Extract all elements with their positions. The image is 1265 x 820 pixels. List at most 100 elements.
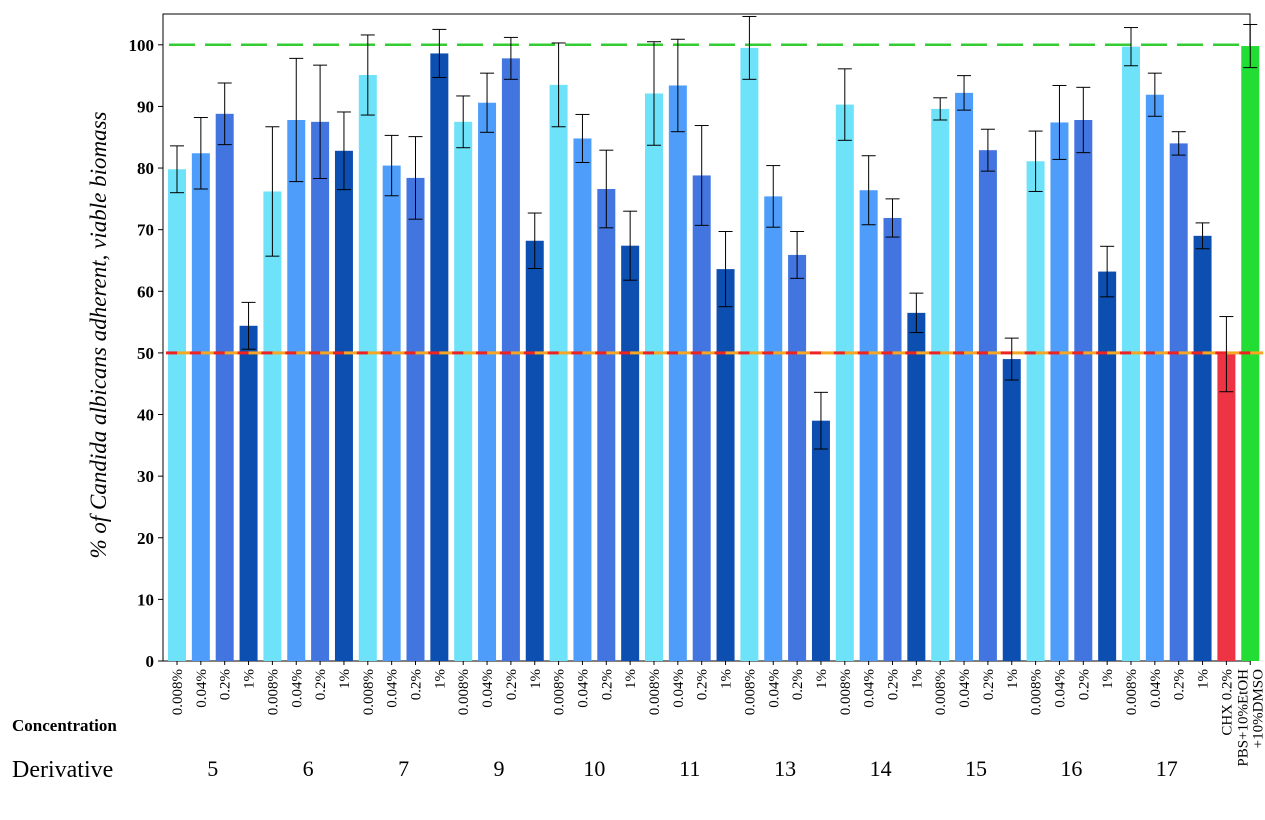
concentration-label: 0.008% <box>1124 669 1140 715</box>
bar <box>358 75 377 661</box>
control-label-line2: +10%DMSO <box>1250 669 1265 748</box>
concentration-label: 0.008% <box>933 669 949 715</box>
bar <box>1050 122 1069 661</box>
derivative-label: 5 <box>207 756 218 781</box>
concentration-label: 0.2% <box>695 669 711 700</box>
derivative-row-label: Derivative <box>12 757 113 783</box>
concentration-label: 1% <box>1196 669 1212 689</box>
derivative-label: 13 <box>774 756 796 781</box>
bar <box>406 177 425 661</box>
concentration-label: 0.04% <box>385 669 401 708</box>
concentration-label: 0.008% <box>838 669 854 715</box>
bar <box>311 121 330 662</box>
concentration-label: 0.04% <box>575 669 591 708</box>
bar <box>239 325 258 661</box>
derivative-label: 10 <box>583 756 605 781</box>
bar <box>287 119 306 662</box>
y-tick-label: 20 <box>137 529 154 548</box>
concentration-label: 0.2% <box>1076 669 1092 700</box>
y-tick-label: 60 <box>137 282 154 301</box>
y-axis-label-suffix: adherent, viable biomass <box>86 111 111 347</box>
bar <box>835 104 854 661</box>
concentration-label: 0.008% <box>456 669 472 715</box>
concentration-label: 0.04% <box>957 669 973 708</box>
concentration-label: 0.04% <box>766 669 782 708</box>
bar <box>1217 354 1236 661</box>
bar <box>382 165 401 661</box>
concentration-label: 0.04% <box>1148 669 1164 708</box>
concentration-label: 0.2% <box>981 669 997 700</box>
y-tick-label: 80 <box>137 159 154 178</box>
bar <box>692 175 711 662</box>
concentration-label: 1% <box>242 669 258 689</box>
concentration-label: 0.04% <box>194 669 210 708</box>
concentration-label: 0.2% <box>1172 669 1188 700</box>
concentration-label: 1% <box>623 669 639 689</box>
bar <box>716 269 735 661</box>
bar <box>740 47 759 661</box>
derivative-label: 14 <box>870 756 892 781</box>
y-tick-label: 70 <box>137 221 154 240</box>
bar <box>621 245 640 661</box>
control-label: CHX 0.2% <box>1219 669 1235 736</box>
bar <box>573 138 592 662</box>
concentration-label: 0.008% <box>552 669 568 715</box>
y-tick-label: 50 <box>137 344 154 363</box>
derivative-label: 17 <box>1156 756 1178 781</box>
derivative-label: 15 <box>965 756 987 781</box>
concentration-label: 0.2% <box>599 669 615 700</box>
concentration-label: 0.04% <box>1052 669 1068 708</box>
bar <box>501 58 520 661</box>
y-tick-label: 30 <box>137 467 154 486</box>
bar <box>859 190 878 661</box>
bar <box>215 113 234 661</box>
bar <box>525 240 544 661</box>
bar <box>788 254 807 661</box>
derivative-label: 11 <box>679 756 700 781</box>
bar <box>334 150 353 661</box>
y-tick-label: 100 <box>129 36 155 55</box>
concentration-label: 1% <box>528 669 544 689</box>
bar <box>1074 119 1093 662</box>
concentration-label: 0.008% <box>265 669 281 715</box>
y-axis-label-species: Candida albicans <box>86 347 111 510</box>
bar <box>454 121 473 662</box>
bar <box>597 188 616 661</box>
plot-area: 0 10 20 30 40 50 60 70 80 90 100 0.008% 0.04% 0.2% 1% 0… <box>129 13 1265 781</box>
concentration-label: 1% <box>909 669 925 689</box>
bar <box>549 84 568 661</box>
bar <box>168 169 186 661</box>
concentration-label: 0.2% <box>790 669 806 700</box>
concentration-label: 0.2% <box>313 669 329 700</box>
concentration-label: 0.008% <box>742 669 758 715</box>
y-tick-label: 0 <box>146 652 155 671</box>
concentration-label: 0.04% <box>289 669 305 708</box>
concentration-label: 1% <box>1100 669 1116 689</box>
concentration-row-label: Concentration <box>12 716 117 735</box>
derivative-label: 9 <box>493 756 504 781</box>
bar <box>1098 271 1117 661</box>
derivative-label: 7 <box>398 756 409 781</box>
y-tick-label: 10 <box>137 590 154 609</box>
concentration-label: 0.008% <box>361 669 377 715</box>
concentration-label: 1% <box>814 669 830 689</box>
bar <box>1002 359 1021 661</box>
concentration-label: 0.2% <box>409 669 425 700</box>
bar <box>478 102 497 661</box>
concentration-label: 1% <box>1005 669 1021 689</box>
y-axis-label: % of Candida albicans adherent, viable b… <box>86 111 111 558</box>
bar <box>1169 143 1188 661</box>
bar <box>883 217 902 661</box>
derivative-label: 16 <box>1060 756 1082 781</box>
concentration-label: 0.04% <box>671 669 687 708</box>
bar <box>1193 235 1212 662</box>
concentration-label: 0.2% <box>886 669 902 700</box>
concentration-label: 1% <box>337 669 353 689</box>
concentration-label: 0.008% <box>647 669 663 715</box>
concentration-label: 1% <box>432 669 448 689</box>
bar <box>931 108 950 662</box>
bar <box>907 312 926 661</box>
control-label: PBS+10%EtOH <box>1235 669 1251 767</box>
bar <box>955 92 974 662</box>
bar <box>1026 161 1045 661</box>
